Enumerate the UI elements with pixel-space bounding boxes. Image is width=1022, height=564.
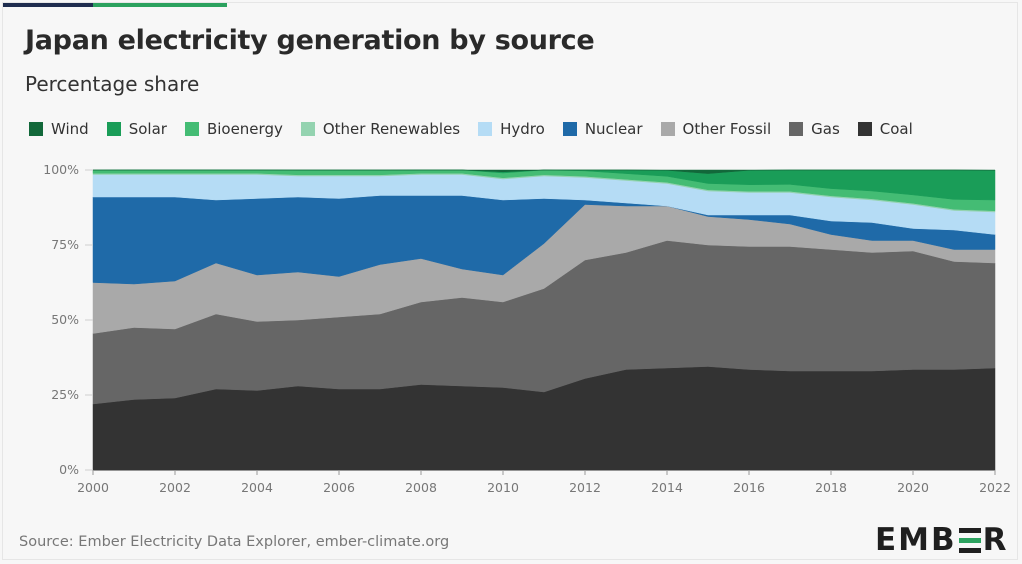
x-tick-label: 2006 [323,480,355,495]
legend: Wind Solar Bioenergy Other Renewables Hydro N… [29,119,931,139]
area-series-wind [93,169,996,174]
chart-subtitle: Percentage share [25,72,200,96]
legend-swatch [857,122,872,136]
x-tick-label: 2018 [815,480,847,495]
legend-swatch [478,122,493,136]
accent-bar-dark [3,3,93,7]
legend-swatch [29,122,43,136]
y-tick-label: 100% [43,162,79,177]
legend-label: Other Renewables [322,120,461,138]
logo-e-bar-bottom [958,548,981,553]
x-tick-label: 2002 [159,480,191,495]
legend-label: Gas [811,120,840,138]
source-note: Source: Ember Electricity Data Explorer,… [19,534,450,550]
y-tick-label: 75% [51,237,79,252]
logo-text-right: R [982,522,1009,558]
logo-e-bar-top [958,528,981,533]
legend-swatch [184,122,199,136]
chart-title: Japan electricity generation by source [25,25,595,56]
legend-label: Bioenergy [206,120,283,138]
x-tick-label: 2020 [897,480,929,495]
legend-swatch [660,122,675,136]
y-tick-label: 25% [51,387,79,402]
y-tick-label: 50% [51,312,79,327]
x-tick-label: 2010 [487,480,519,495]
ember-logo: EMB R [875,522,1009,558]
x-tick-label: 2014 [651,480,683,495]
legend-swatch [106,122,121,136]
legend-item-other-renewables[interactable]: Other Renewables [300,120,461,138]
logo-e-mark [958,527,981,553]
legend-label: Nuclear [584,120,643,138]
logo-text-left: EMB [875,522,957,558]
legend-label: Other Fossil [682,120,772,138]
legend-label: Hydro [500,120,545,138]
legend-label: Coal [879,120,913,138]
x-tick-label: 2004 [241,480,273,495]
legend-item-hydro[interactable]: Hydro [478,120,545,138]
legend-swatch [562,122,577,136]
legend-swatch [789,122,804,136]
x-tick-label: 2016 [733,480,765,495]
legend-item-bioenergy[interactable]: Bioenergy [184,120,283,138]
legend-item-other-fossil[interactable]: Other Fossil [660,120,772,138]
legend-label: Solar [128,120,167,138]
legend-item-wind[interactable]: Wind [29,120,89,138]
legend-item-gas[interactable]: Gas [789,120,840,138]
legend-item-coal[interactable]: Coal [857,120,913,138]
legend-item-nuclear[interactable]: Nuclear [562,120,643,138]
legend-label: Wind [51,120,89,138]
x-tick-label: 2012 [569,480,601,495]
x-tick-label: 2000 [77,480,109,495]
accent-bar [3,3,227,7]
x-tick-label: 2008 [405,480,437,495]
area-chart: 0% 25% 50% 75% 100% 2000 2002 2004 2006 2008 2010 2… [43,162,1011,495]
legend-swatch [300,122,315,136]
logo-e-bar-mid [958,538,981,543]
y-tick-label: 0% [59,462,79,477]
x-tick-label: 2022 [979,480,1011,495]
legend-item-solar[interactable]: Solar [106,120,167,138]
